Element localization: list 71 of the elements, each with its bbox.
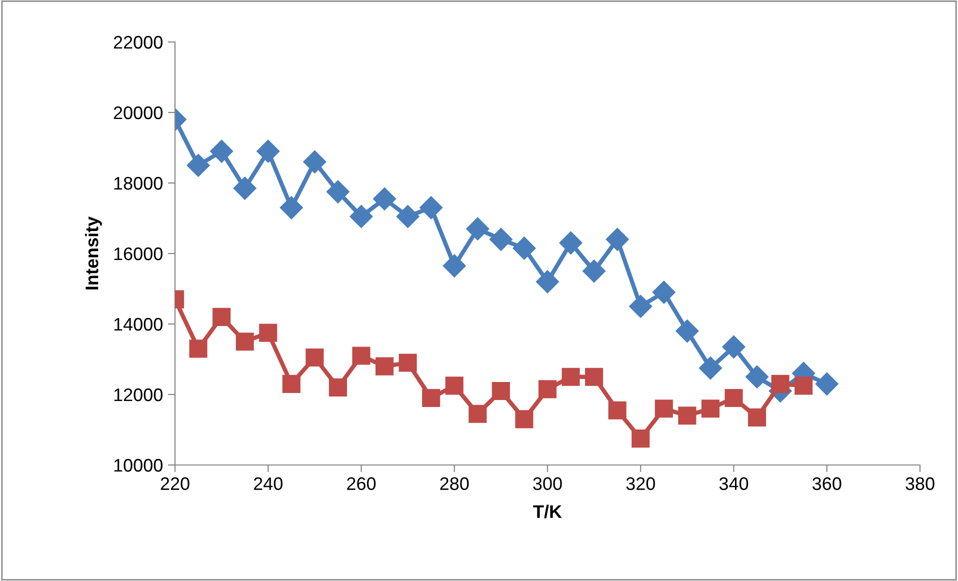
- point: [326, 180, 350, 204]
- x-tick-label: 260: [347, 477, 376, 490]
- point: [212, 308, 231, 326]
- point: [562, 368, 580, 386]
- point: [722, 335, 746, 358]
- x-tick-label: 300: [533, 477, 562, 490]
- point: [815, 372, 838, 396]
- point: [489, 228, 512, 251]
- point: [236, 332, 254, 351]
- point: [328, 378, 347, 396]
- point: [376, 357, 394, 376]
- point: [352, 346, 370, 365]
- y-tick-label: 22000: [114, 36, 162, 49]
- point: [632, 430, 650, 448]
- point: [606, 228, 629, 251]
- point: [396, 204, 420, 228]
- point: [466, 217, 490, 240]
- point: [280, 196, 303, 220]
- point: [771, 374, 790, 393]
- point: [678, 406, 696, 425]
- point: [398, 354, 417, 372]
- point: [794, 376, 813, 395]
- point: [608, 401, 626, 420]
- x-tick-label: 280: [440, 477, 469, 490]
- point: [515, 410, 534, 428]
- y-axis-title: Intensity: [85, 216, 102, 290]
- point: [512, 236, 536, 260]
- point: [582, 260, 606, 283]
- x-tick-label: 320: [626, 477, 655, 490]
- point: [442, 254, 466, 278]
- x-tick-label: 240: [254, 477, 282, 490]
- point: [585, 368, 604, 386]
- point: [445, 376, 464, 395]
- point: [748, 408, 766, 426]
- point: [654, 400, 673, 418]
- x-tick-label: 360: [812, 477, 842, 490]
- point: [186, 154, 210, 177]
- point: [536, 270, 559, 294]
- point: [492, 382, 510, 400]
- point: [559, 231, 582, 254]
- point: [746, 365, 769, 388]
- point: [189, 340, 208, 358]
- point: [259, 324, 278, 342]
- point: [282, 374, 300, 393]
- point: [373, 187, 396, 210]
- y-tick-label: 18000: [114, 176, 162, 190]
- point: [629, 294, 652, 318]
- point: [256, 140, 280, 163]
- point: [420, 196, 443, 220]
- point: [303, 150, 326, 174]
- y-tick-label: 10000: [114, 458, 162, 472]
- y-tick-label: 12000: [114, 388, 162, 402]
- y-tick-label: 14000: [114, 318, 162, 331]
- point: [698, 356, 722, 380]
- point: [538, 380, 557, 398]
- y-tick-label: 16000: [114, 247, 162, 260]
- point: [233, 176, 256, 200]
- point: [350, 204, 373, 228]
- x-axis-title: T/K: [533, 504, 562, 518]
- point: [652, 280, 676, 304]
- point: [306, 348, 324, 367]
- y-tick-label: 20000: [114, 106, 162, 120]
- point: [676, 320, 699, 343]
- x-tick-label: 340: [719, 477, 748, 490]
- x-tick-label: 220: [160, 477, 190, 490]
- point: [422, 388, 440, 408]
- x-tick-label: 380: [906, 477, 934, 490]
- point: [701, 400, 720, 418]
- point: [210, 140, 234, 163]
- point: [468, 404, 487, 423]
- point: [724, 388, 743, 408]
